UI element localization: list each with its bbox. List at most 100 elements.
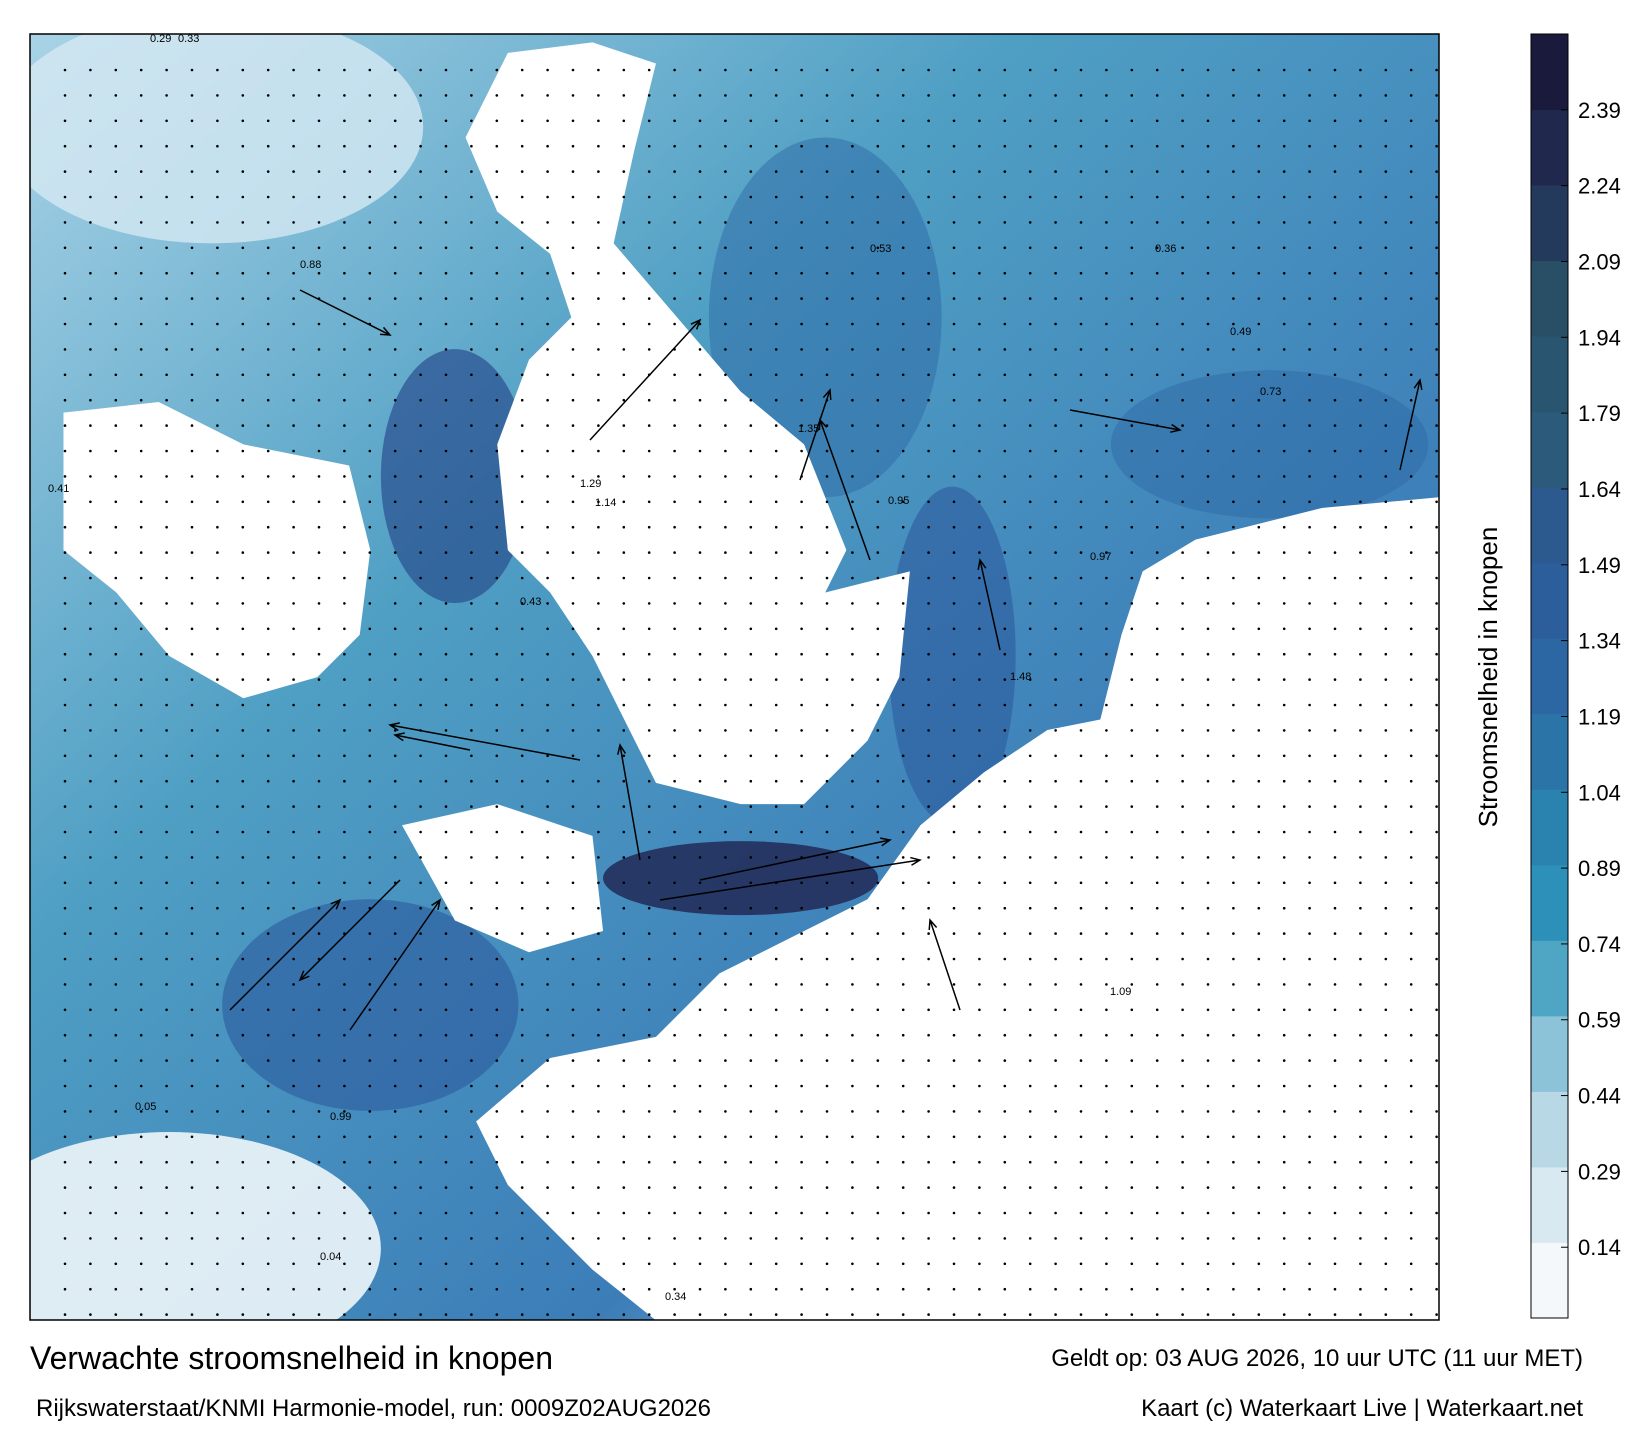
dot (851, 983, 854, 986)
dot (825, 1186, 829, 1189)
dot (495, 1287, 499, 1291)
dot (673, 1008, 676, 1012)
dot (89, 500, 92, 504)
dot (165, 805, 168, 808)
dot (647, 1287, 651, 1291)
dot (851, 1160, 854, 1164)
dot (1308, 652, 1311, 656)
dot (1105, 1135, 1108, 1139)
dot (1181, 1287, 1184, 1291)
dot (1054, 551, 1057, 554)
dot (1435, 881, 1438, 885)
dot (1232, 322, 1235, 326)
dot (673, 983, 676, 986)
dot (800, 932, 803, 935)
dot (901, 856, 905, 859)
dot (216, 322, 219, 326)
dot (114, 729, 118, 732)
dot (1181, 68, 1184, 72)
dot (597, 932, 600, 935)
arrow (388, 722, 581, 761)
dot (368, 551, 372, 554)
dot (597, 475, 600, 478)
dot (165, 1211, 168, 1215)
dot (927, 602, 930, 605)
dot (1054, 525, 1057, 529)
dot (470, 1033, 473, 1037)
dot (1282, 576, 1286, 580)
dot (774, 551, 778, 554)
dot (292, 805, 295, 808)
dot (825, 1110, 829, 1113)
dot (1384, 1237, 1388, 1240)
dot (393, 195, 397, 199)
dot (63, 551, 67, 554)
dot (165, 652, 168, 656)
dot (597, 373, 600, 377)
dot (1028, 1262, 1032, 1266)
dot (749, 1287, 753, 1291)
dot (724, 881, 727, 885)
dot (622, 729, 626, 732)
dot (1206, 1008, 1210, 1012)
dot (241, 94, 245, 97)
dot (800, 322, 803, 326)
dot (1359, 678, 1362, 681)
dot (1257, 856, 1261, 859)
dot (698, 1160, 702, 1164)
dot (1359, 424, 1362, 427)
dot (1409, 271, 1413, 275)
dot (520, 119, 524, 123)
dot (139, 424, 143, 427)
dot (1308, 1313, 1311, 1316)
dot (1333, 1008, 1337, 1012)
dot (622, 779, 626, 783)
arrow (659, 856, 922, 901)
dot (546, 881, 549, 885)
dot (901, 500, 905, 504)
dot (698, 144, 702, 148)
dot (470, 652, 473, 656)
dot (520, 1059, 524, 1062)
dot (266, 1237, 270, 1240)
dot (520, 906, 524, 910)
dot (1409, 881, 1413, 885)
dot (749, 830, 753, 834)
dot (89, 1237, 92, 1240)
dot (978, 1110, 981, 1113)
dot (1003, 398, 1007, 402)
dot (1181, 195, 1184, 199)
dot (1333, 652, 1337, 656)
dot (978, 678, 981, 681)
dot (978, 703, 981, 707)
dot (470, 144, 473, 148)
dot (190, 805, 194, 808)
dot (800, 449, 803, 453)
dot (343, 805, 346, 808)
dot (393, 1160, 397, 1164)
dot (1409, 652, 1413, 656)
dot (1206, 119, 1210, 123)
dot (317, 881, 321, 885)
dot (1206, 1186, 1210, 1189)
dot (622, 525, 626, 529)
dot (343, 1084, 346, 1088)
dot (978, 1008, 981, 1012)
dot (1435, 500, 1438, 504)
dot (444, 68, 448, 72)
dot (800, 144, 803, 148)
dot (724, 1033, 727, 1037)
dot (597, 983, 600, 986)
dot (1206, 475, 1210, 478)
dot (724, 68, 727, 72)
dot (597, 1237, 600, 1240)
dot (927, 1186, 930, 1189)
dot (647, 119, 651, 123)
dot (1232, 424, 1235, 427)
dot (622, 475, 626, 478)
dot (851, 1059, 854, 1062)
dot (1409, 779, 1413, 783)
dot (419, 68, 422, 72)
dot (1105, 754, 1108, 758)
dot (1130, 525, 1134, 529)
